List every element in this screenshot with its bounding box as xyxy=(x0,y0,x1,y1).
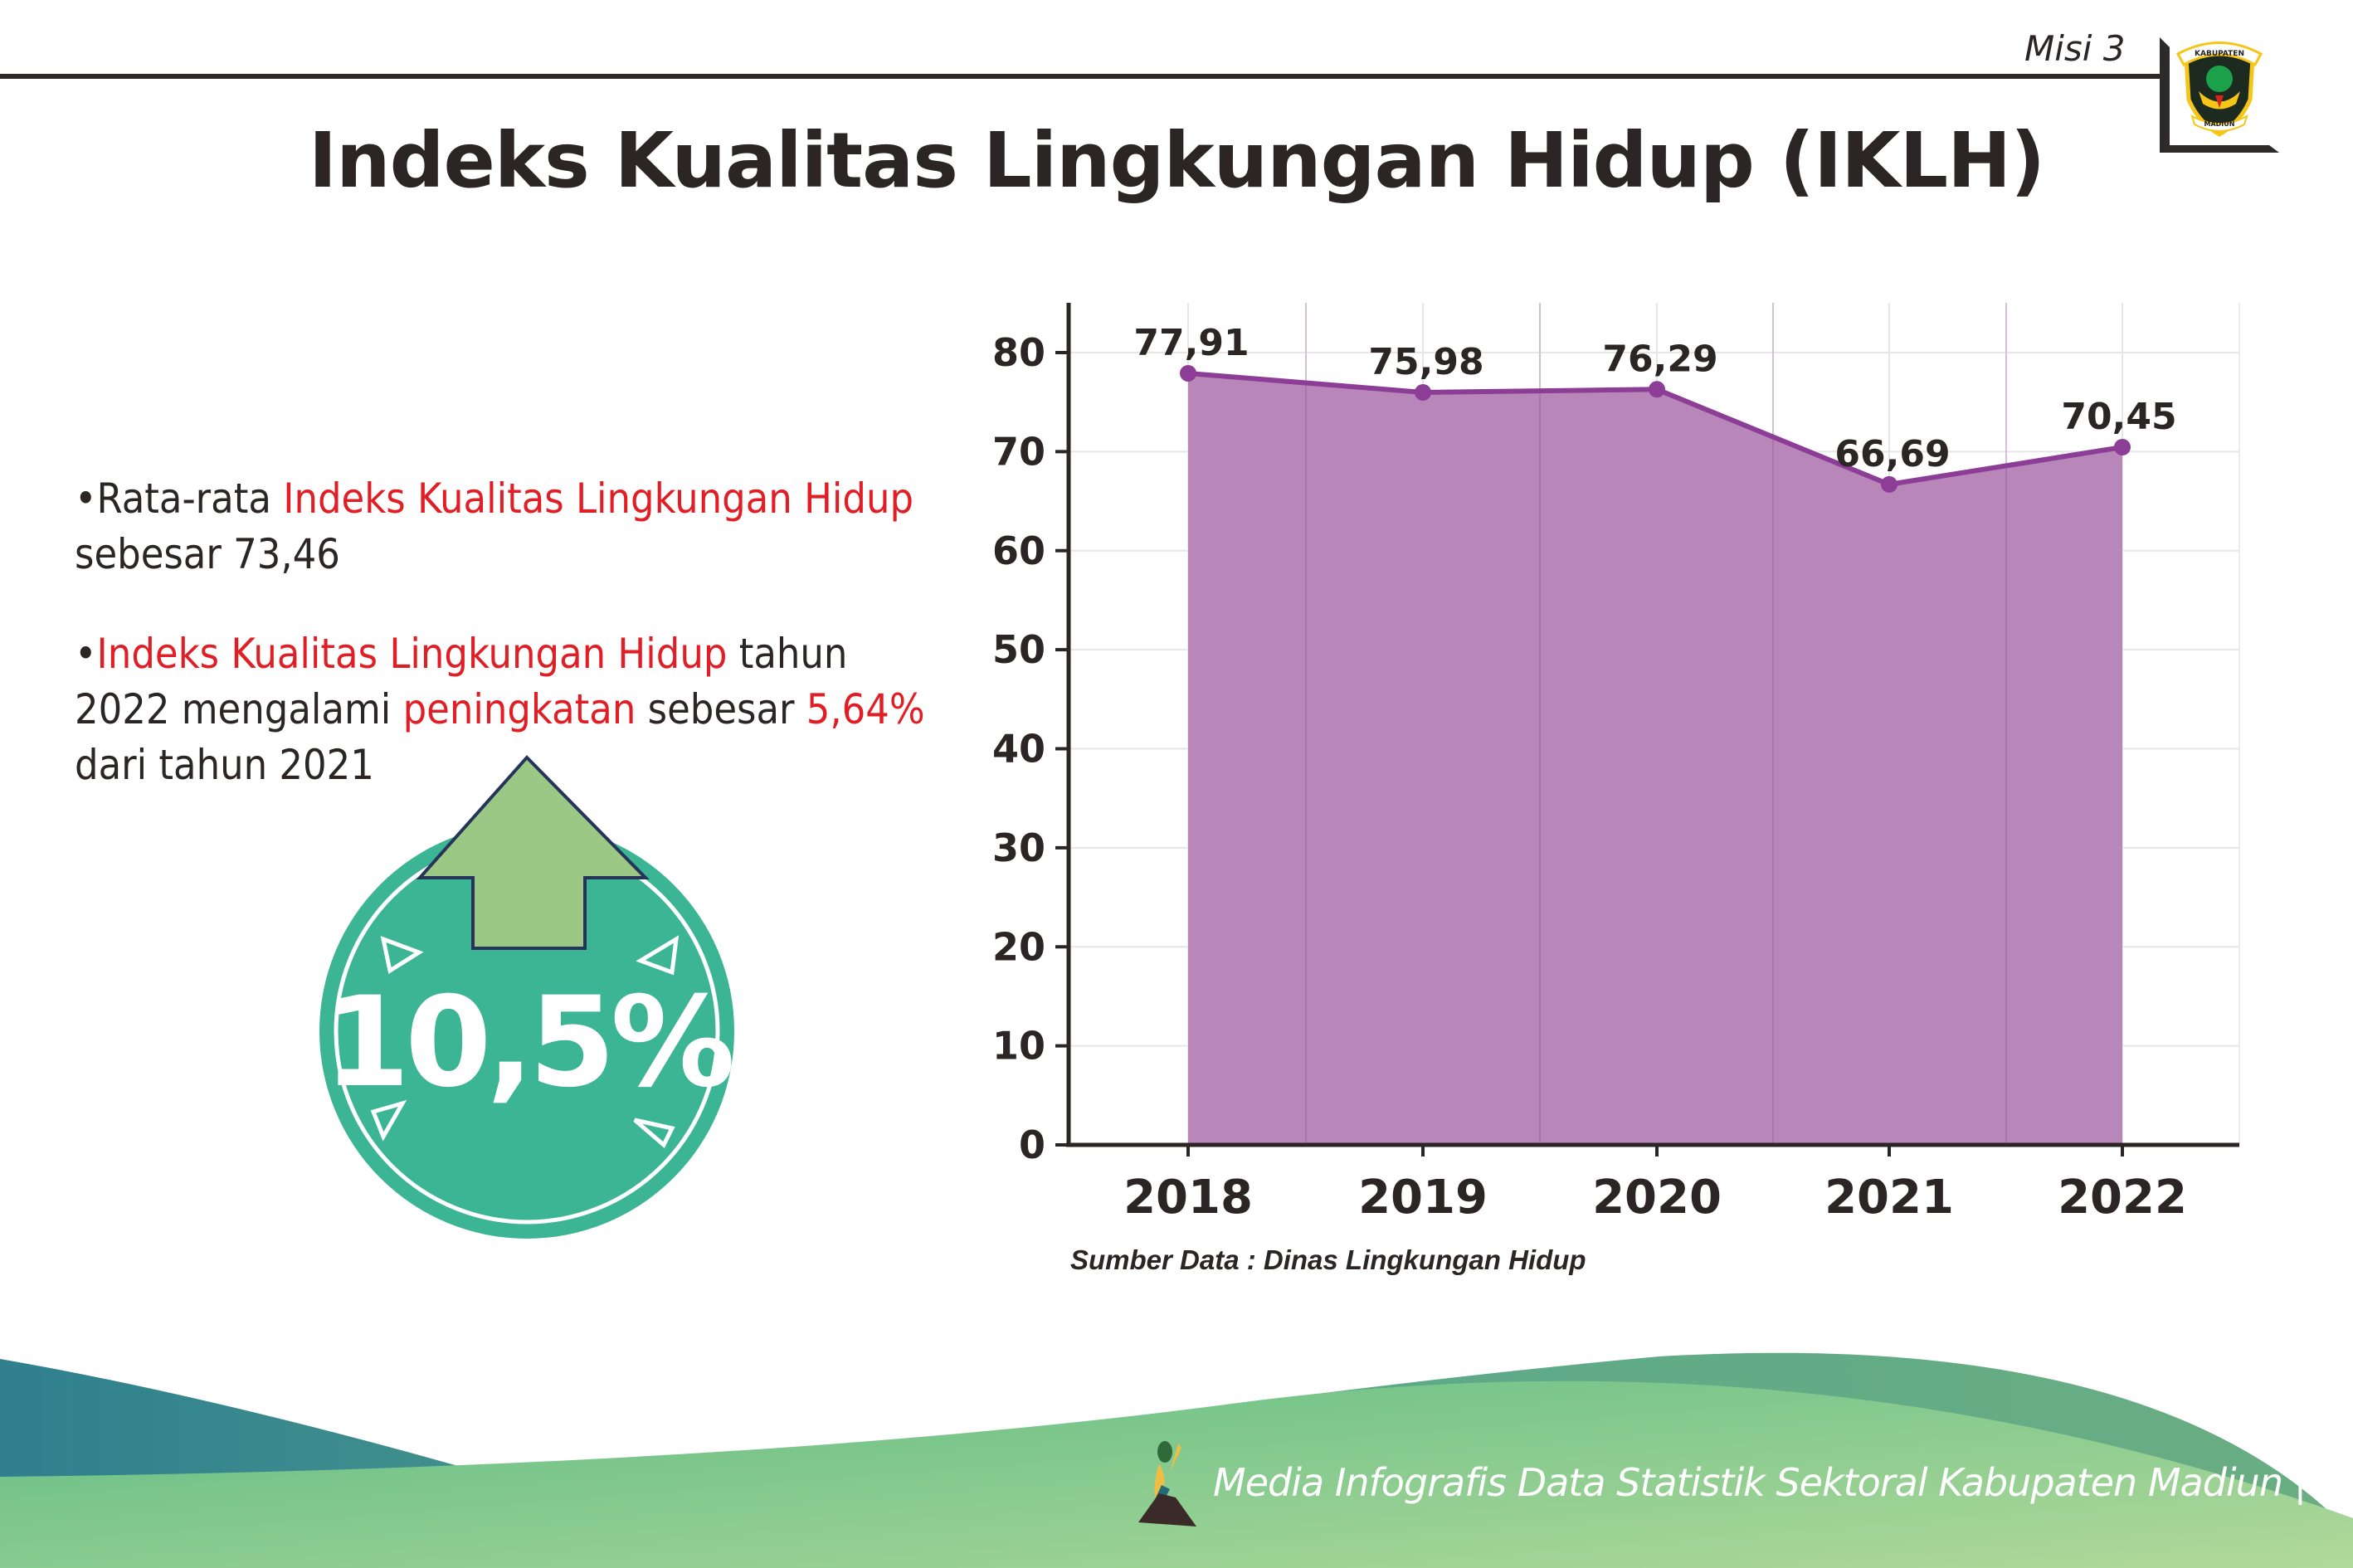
kabupaten-madiun-logo: KABUPATEN MADIUN xyxy=(2175,41,2263,137)
logo-text-bottom: MADIUN xyxy=(2204,120,2235,128)
statistics-mascot-logo xyxy=(1138,1441,1196,1527)
footer-tagline: Media Infografis Data Statistik Sektoral… xyxy=(1213,1460,2307,1505)
x-tick-label: 2018 xyxy=(1123,1171,1253,1225)
y-tick-label: 20 xyxy=(992,924,1045,969)
area-fill xyxy=(1188,373,2122,1146)
data-point-2020 xyxy=(1649,381,1665,398)
y-tick-label: 60 xyxy=(992,528,1045,573)
badge-value: 10,5% xyxy=(323,971,735,1115)
bullet-text: •Rata-rata xyxy=(75,475,284,523)
mission-label: Misi 3 xyxy=(2024,28,2126,69)
data-label-2022: 70,45 xyxy=(2061,396,2176,438)
data-point-2022 xyxy=(2114,439,2131,456)
footer-wave xyxy=(0,1352,2353,1568)
data-label-2021: 66,69 xyxy=(1834,433,1950,475)
page-title: Indeks Kualitas Lingkungan Hidup (IKLH) xyxy=(308,116,2045,205)
y-tick-label: 0 xyxy=(1019,1122,1045,1167)
iklh-area-chart: 77,91 75,98 76,29 66,69 70,45 0 10 20 30 40 50 60 70… xyxy=(992,303,2240,1225)
x-tick-label: 2019 xyxy=(1358,1171,1488,1225)
header-divider xyxy=(0,74,2161,79)
data-point-2019 xyxy=(1415,383,1431,401)
x-tick-label: 2022 xyxy=(2058,1171,2187,1225)
x-tick-label: 2021 xyxy=(1824,1171,1954,1225)
y-tick-label: 80 xyxy=(992,330,1045,375)
arrow-up-icon xyxy=(416,755,650,950)
bullet-highlight: Indeks Kualitas Lingkungan Hidup xyxy=(283,475,914,523)
y-tick-label: 70 xyxy=(992,429,1045,474)
growth-badge xyxy=(319,755,734,1239)
bullet-highlight: peningkatan xyxy=(402,685,636,733)
data-point-2018 xyxy=(1180,364,1196,382)
sparkle-icons xyxy=(370,935,680,1148)
data-point-2021 xyxy=(1881,475,1898,493)
y-tick-label: 30 xyxy=(992,825,1045,870)
x-tick-label: 2020 xyxy=(1592,1171,1722,1225)
badge-circle xyxy=(319,824,734,1239)
y-tick-label: 40 xyxy=(992,727,1045,772)
y-tick-label: 10 xyxy=(992,1024,1045,1069)
bullet-highlight: Indeks Kualitas Lingkungan Hidup xyxy=(96,630,728,678)
bullet-text: sebesar 73,46 xyxy=(75,530,340,578)
bullet-increase: •Indeks Kualitas Lingkungan Hidup tahun … xyxy=(75,626,946,793)
data-label-2018: 77,91 xyxy=(1133,322,1249,364)
bullet-text: tahun 2022 mengalami xyxy=(75,630,848,733)
data-label-2019: 75,98 xyxy=(1368,341,1483,383)
data-source: Sumber Data : Dinas Lingkungan Hidup xyxy=(1070,1244,1586,1275)
y-tick-label: 50 xyxy=(992,627,1045,672)
bullet-text: • xyxy=(75,630,97,678)
data-label-2020: 76,29 xyxy=(1602,338,1717,380)
bullet-text: dari tahun 2021 xyxy=(75,741,374,789)
bullet-text: sebesar xyxy=(636,685,806,733)
bullet-average: •Rata-rata Indeks Kualitas Lingkungan Hi… xyxy=(75,471,946,582)
bullet-highlight: 5,64% xyxy=(806,685,925,733)
logo-text-top: KABUPATEN xyxy=(2195,50,2244,58)
